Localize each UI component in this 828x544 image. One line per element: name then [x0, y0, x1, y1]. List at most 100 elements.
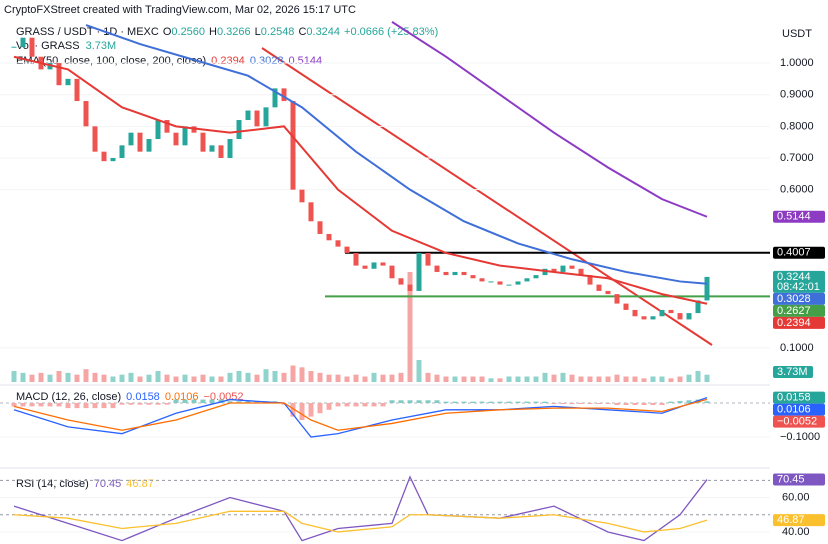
volume-bar: [101, 374, 107, 382]
candle: [416, 252, 422, 291]
macd-histogram: [74, 402, 80, 409]
candle: [74, 78, 80, 102]
macd-histogram: [56, 402, 62, 407]
macd-histogram: [209, 399, 215, 403]
macd-histogram: [443, 401, 449, 403]
volume-bar: [29, 374, 35, 382]
volume-bar: [74, 374, 80, 382]
volume-bar: [479, 376, 485, 382]
candle: [137, 132, 143, 152]
macd-histogram: [533, 401, 539, 403]
macd-histogram: [452, 401, 458, 403]
price-badge: [773, 246, 825, 259]
price-badge: [773, 403, 825, 416]
macd-histogram: [569, 402, 575, 405]
macd-histogram: [353, 402, 359, 407]
price-badge-label: 0.3244: [777, 271, 811, 283]
volume-bar: [317, 372, 323, 382]
macd-title: MACD (12, 26, close): [16, 391, 121, 403]
volume-bar: [209, 376, 215, 382]
y-tick-label: 1.0000: [780, 57, 814, 69]
macd-histogram: [461, 401, 467, 403]
volume-bar: [110, 376, 116, 382]
macd-histogram: [344, 402, 350, 407]
volume-bar: [245, 372, 251, 382]
macd-histogram: [83, 402, 89, 409]
y-tick-label: 0.9000: [780, 89, 814, 101]
macd-histogram: [146, 402, 152, 405]
volume-bar: [452, 376, 458, 382]
y-tick-label: 0.1000: [780, 342, 814, 354]
price-badge-label: 0.4007: [777, 247, 811, 259]
price-badge: [773, 473, 825, 486]
candle: [83, 101, 89, 127]
volume-bar: [281, 372, 287, 382]
candle: [362, 265, 368, 269]
macd-histogram: [47, 402, 53, 407]
candle: [299, 189, 305, 203]
price-badge-label: 0.5144: [777, 211, 811, 223]
volume-bar: [605, 376, 611, 382]
candle: [560, 265, 566, 272]
volume-bar: [614, 374, 620, 382]
ema-value: 0.2394: [211, 55, 245, 67]
macd-histogram: [488, 401, 494, 403]
candle: [470, 275, 476, 279]
volume-bar: [326, 374, 332, 382]
countdown: 08:42:01: [777, 281, 820, 293]
candle: [119, 145, 125, 158]
volume-bar: [92, 372, 98, 382]
ema-header: EMA (50, close, 100, close, 200, close) 0…: [16, 55, 322, 67]
ema-value: 0.3028: [250, 55, 284, 67]
macd-histogram: [578, 402, 584, 405]
candle: [92, 126, 98, 152]
volume-bar: [227, 372, 233, 382]
candle: [479, 278, 485, 282]
rsi-signal-line: [13, 510, 708, 533]
candle: [110, 158, 116, 162]
y-tick-label: −0.1000: [780, 431, 820, 443]
volume-bar: [119, 374, 125, 382]
macd-histogram: [29, 402, 35, 407]
candle: [209, 145, 215, 152]
macd-histogram: [587, 402, 593, 405]
macd-histogram: [245, 401, 251, 403]
candle: [200, 132, 206, 152]
candle: [290, 101, 296, 190]
macd-value: 0.0158: [126, 391, 160, 403]
macd-histogram: [380, 402, 386, 407]
macd-histogram: [38, 402, 44, 407]
candle: [533, 275, 539, 279]
candle: [605, 290, 611, 295]
candle: [677, 313, 683, 320]
candle: [542, 268, 548, 276]
rsi-value: 70.45: [94, 478, 122, 490]
candle: [407, 284, 413, 291]
candle: [443, 271, 449, 276]
volume-bar: [596, 376, 602, 382]
volume-bar: [182, 374, 188, 382]
signal-line: [13, 398, 708, 431]
price-badge-label: 0.2627: [777, 305, 811, 317]
macd-histogram: [398, 400, 404, 403]
macd-histogram: [470, 401, 476, 403]
y-tick-label: 0.6000: [780, 184, 814, 196]
volume-bar: [488, 378, 494, 382]
candle: [371, 262, 377, 269]
y-tick-label: 60.00: [782, 491, 810, 503]
macd-histogram: [407, 400, 413, 403]
volume-bar: [191, 376, 197, 382]
volume-title: Vol · GRASS: [16, 40, 80, 52]
volume-bar: [137, 376, 143, 382]
candle: [245, 110, 251, 121]
volume-bar: [11, 371, 17, 382]
candle: [515, 281, 521, 285]
candle: [650, 316, 656, 320]
macd-histogram: [659, 402, 665, 406]
volume-bar: [299, 367, 305, 382]
macd-histogram: [524, 401, 530, 403]
symbol: GRASS / USDT · 1D · MEXC: [16, 26, 159, 38]
volume-bar: [569, 374, 575, 382]
volume-bar: [461, 376, 467, 382]
